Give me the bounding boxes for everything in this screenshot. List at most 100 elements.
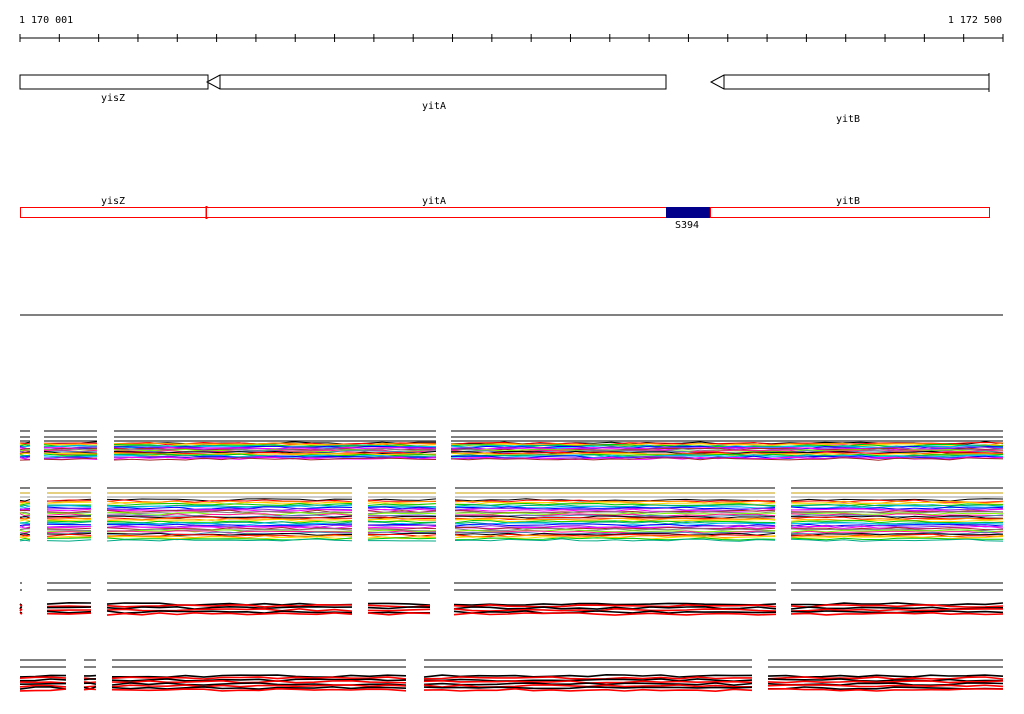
profile-line (83, 682, 97, 685)
segment-yitB[interactable] (710, 207, 990, 218)
profile-line (367, 524, 437, 527)
profile-line (790, 524, 1004, 528)
profile-line (19, 519, 31, 522)
gene-label-yitA: yitA (422, 101, 446, 112)
profile-line (46, 517, 92, 521)
profile-line (367, 612, 431, 616)
profile-line (767, 680, 1004, 684)
profile-line (367, 525, 437, 529)
profile-line (46, 512, 92, 515)
gene-arrow-yitB[interactable]: yitB (709, 73, 990, 125)
gene-arrow-yitA[interactable]: yitA (205, 74, 667, 112)
profile-line (368, 528, 437, 532)
profile-line (46, 501, 92, 504)
profile-line (46, 601, 92, 605)
profile-line (424, 678, 753, 683)
profile-line (113, 457, 437, 461)
profile-line (19, 449, 31, 452)
segment-S394[interactable] (666, 207, 710, 218)
expression-profiles (19, 430, 1004, 693)
profile-line (46, 533, 92, 537)
profile-line (454, 526, 776, 530)
profile-line (19, 612, 23, 615)
profile-line (46, 539, 92, 542)
profile-line (454, 517, 776, 521)
profile-line (454, 507, 776, 511)
profile-line (790, 528, 1004, 532)
profile-line (767, 684, 1004, 688)
profile-line (106, 531, 353, 535)
profile-line (454, 502, 776, 506)
profile-line (46, 535, 92, 539)
profile-line (454, 506, 776, 510)
profile-line (454, 527, 776, 532)
profile-line (423, 682, 753, 687)
profile-line (20, 517, 31, 520)
profile-line (19, 676, 67, 679)
profile-line (367, 503, 437, 506)
profile-line (46, 610, 92, 614)
profile-line (43, 449, 98, 453)
profile-line (46, 537, 92, 539)
profile-line (19, 535, 31, 538)
ruler-start-label: 1 170 001 (19, 15, 73, 26)
profile-line (19, 537, 31, 540)
segment-yitA[interactable] (206, 207, 667, 218)
profile-line (43, 445, 98, 449)
profile-line (106, 610, 353, 615)
profile-line (19, 528, 31, 531)
profile-line (106, 536, 353, 540)
profile-line (43, 443, 98, 446)
profile-line (113, 456, 437, 460)
profile-line (367, 512, 437, 516)
profile-line (19, 452, 31, 455)
profile-line (46, 526, 92, 529)
profile-line (106, 501, 353, 506)
profile-panel (19, 487, 1004, 542)
profile-line (790, 514, 1004, 518)
profile-line (454, 532, 776, 536)
profile-line (454, 510, 776, 515)
profile-line (113, 452, 437, 457)
profile-line (790, 604, 1004, 609)
profile-line (19, 681, 67, 684)
profile-line (111, 678, 407, 683)
profile-line (19, 684, 67, 688)
profile-line (106, 523, 353, 527)
profile-line (46, 606, 92, 609)
profile-line (368, 533, 437, 537)
profile-line (19, 682, 67, 685)
profile-line (454, 534, 776, 539)
gene-arrow-yisZ[interactable]: yisZ (19, 74, 209, 104)
profile-line (19, 456, 31, 458)
profile-line (106, 538, 353, 542)
segment-label-yisZ: yisZ (101, 196, 125, 207)
profile-line (46, 520, 92, 523)
profile-line (46, 529, 92, 531)
profile-line (423, 687, 753, 693)
profile-line (790, 538, 1004, 542)
profile-line (453, 607, 777, 612)
profile-line (767, 676, 1004, 680)
profile-line (367, 511, 437, 515)
profile-line (790, 529, 1004, 533)
profile-line (423, 676, 752, 680)
profile-line (19, 604, 23, 607)
segmentation-track: yisZ yitA yitB S394 (20, 196, 990, 231)
profile-line (19, 508, 31, 511)
profile-line (106, 611, 353, 616)
profile-line (19, 448, 31, 451)
profile-line (367, 602, 431, 606)
profile-line (790, 517, 1004, 522)
profile-line (113, 448, 437, 452)
profile-line (450, 447, 1004, 451)
profile-panel (19, 430, 1004, 461)
profile-line (423, 673, 753, 678)
profile-line (106, 605, 353, 610)
gene-label-yitB: yitB (836, 114, 860, 125)
profile-line (454, 538, 776, 542)
profile-line (111, 685, 407, 690)
profile-line (790, 526, 1004, 531)
segment-yisZ[interactable] (20, 207, 207, 218)
profile-line (19, 533, 31, 536)
